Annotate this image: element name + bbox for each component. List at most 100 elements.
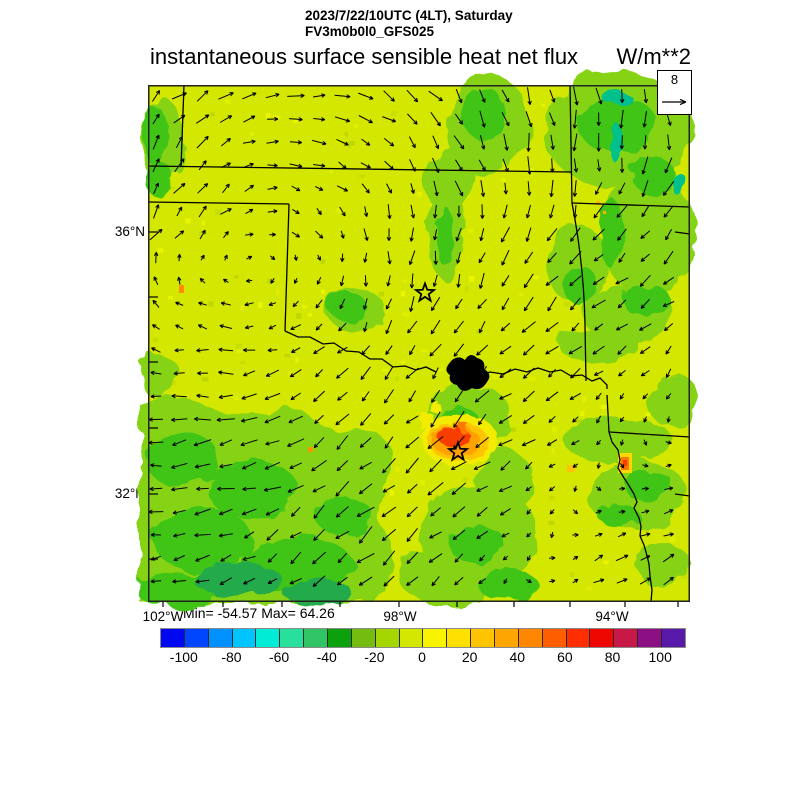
wind-arrow [639, 274, 651, 287]
wind-arrow [336, 460, 349, 472]
wind-arrow [293, 254, 298, 261]
wind-arrow [665, 368, 672, 378]
wind-arrow [173, 555, 185, 562]
wind-arrow [361, 183, 370, 194]
red-river-west [284, 330, 437, 373]
wind-arrow [172, 509, 186, 515]
wind-arrow [198, 301, 207, 306]
wind-arrow [315, 369, 323, 378]
wind-arrow [501, 532, 510, 538]
wind-arrow [336, 367, 349, 379]
colorbar-segment [495, 629, 519, 647]
wind-arrow [573, 158, 579, 173]
wind-arrow [525, 461, 533, 470]
wind-arrow [171, 417, 188, 422]
wind-arrow [476, 506, 488, 517]
wind-arrow [502, 204, 508, 219]
reference-vector-value: 8 [670, 72, 679, 87]
wind-arrow [432, 135, 440, 150]
wind-arrow [360, 366, 371, 381]
wind-arrow [569, 392, 582, 400]
wind-arrow [199, 277, 206, 284]
wind-arrow [593, 370, 604, 376]
wind-arrow [501, 275, 510, 287]
wind-arrow [643, 439, 648, 446]
wind-arrow [640, 370, 650, 377]
wind-arrow [432, 274, 438, 287]
wind-arrow [406, 527, 418, 542]
wind-arrow [338, 322, 347, 332]
wind-arrow [521, 439, 536, 447]
wind-arrow [174, 348, 184, 353]
colorbar-segment [399, 629, 424, 647]
wind-arrow [290, 551, 302, 565]
wind-arrow [266, 529, 279, 541]
wind-arrow [149, 228, 163, 241]
wind-arrow [244, 162, 254, 168]
wind-arrow [594, 554, 604, 562]
wind-arrow [662, 181, 675, 196]
wind-arrow [663, 509, 674, 515]
wind-arrow [292, 300, 299, 308]
wind-arrow [433, 250, 438, 265]
wind-arrow [428, 553, 443, 563]
wind-arrow [340, 253, 345, 263]
wind-arrow [640, 532, 651, 537]
wind-arrow [152, 134, 160, 150]
wind-arrow [384, 160, 394, 170]
wind-arrow [269, 232, 276, 237]
wind-arrow [288, 415, 304, 424]
wind-arrow [498, 414, 513, 424]
wind-arrow [313, 504, 325, 519]
wind-arrow [245, 208, 254, 215]
wind-arrow [198, 205, 207, 218]
wind-arrow [313, 346, 325, 355]
wind-arrow [428, 90, 443, 102]
wind-arrow [339, 275, 345, 287]
wind-arrow [150, 532, 162, 538]
wind-arrow [264, 415, 281, 424]
wind-arrow [409, 159, 416, 172]
wind-arrow [522, 344, 535, 356]
wind-arrow [502, 555, 509, 561]
wind-arrow [454, 180, 464, 197]
colorbar [160, 628, 686, 648]
colorbar-segment [542, 629, 567, 647]
wind-arrow [382, 550, 396, 566]
wind-arrow [312, 485, 326, 493]
wind-arrow [193, 439, 212, 447]
wind-arrow [289, 140, 302, 145]
wind-arrow [358, 576, 373, 586]
wind-arrow [640, 253, 650, 262]
wind-arrow [545, 275, 559, 286]
wind-arrow [268, 324, 277, 330]
wind-arrow [499, 508, 511, 516]
wind-arrow [150, 579, 162, 584]
wind-arrow [405, 457, 419, 474]
wind-arrow [264, 461, 281, 470]
lon-label-98w: 98°W [383, 609, 417, 624]
wind-arrow [243, 370, 256, 377]
wind-arrow [294, 277, 298, 284]
wind-arrow [267, 209, 278, 214]
wind-arrow [287, 438, 305, 447]
wind-arrow [194, 532, 211, 538]
wind-arrow [427, 482, 444, 496]
wind-arrow [454, 576, 464, 586]
wind-arrow [151, 324, 160, 330]
wind-arrow [313, 436, 325, 449]
wind-arrow [596, 415, 602, 424]
wind-arrow [290, 347, 301, 353]
wind-arrow [522, 367, 535, 379]
wind-arrow [291, 231, 301, 238]
wind-arrow [363, 206, 369, 217]
wind-arrow [665, 440, 672, 445]
wind-arrow [477, 298, 487, 309]
wind-arrow [545, 391, 559, 402]
wind-arrow [479, 134, 486, 150]
wind-arrow [290, 392, 301, 401]
wind-arrow [175, 301, 184, 306]
wind-arrow [662, 301, 675, 307]
wind-arrow [313, 117, 326, 122]
